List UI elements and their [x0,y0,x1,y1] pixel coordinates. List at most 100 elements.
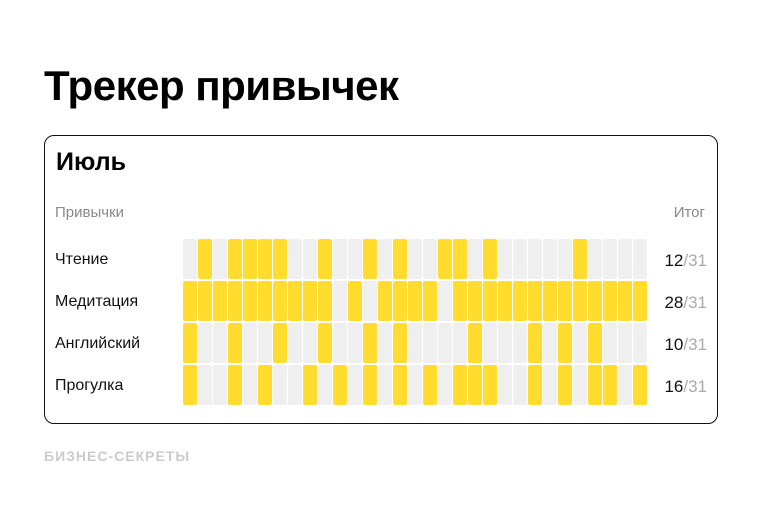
day-cell-28[interactable] [588,323,602,363]
day-cell-13[interactable] [363,281,377,321]
day-cell-4[interactable] [228,239,242,279]
day-cell-16[interactable] [408,323,422,363]
day-cell-17[interactable] [423,239,437,279]
day-cell-14[interactable] [378,365,392,405]
day-cell-25[interactable] [543,239,557,279]
day-cell-28[interactable] [588,239,602,279]
day-cell-5[interactable] [243,365,257,405]
day-cell-29[interactable] [603,323,617,363]
day-cell-12[interactable] [348,281,362,321]
day-cell-22[interactable] [498,365,512,405]
day-cell-11[interactable] [333,239,347,279]
day-cell-19[interactable] [453,239,467,279]
day-cell-5[interactable] [243,239,257,279]
day-cell-1[interactable] [183,365,197,405]
day-cell-16[interactable] [408,239,422,279]
day-cell-14[interactable] [378,239,392,279]
day-cell-1[interactable] [183,239,197,279]
day-cell-8[interactable] [288,323,302,363]
day-cell-23[interactable] [513,281,527,321]
day-cell-26[interactable] [558,281,572,321]
day-cell-15[interactable] [393,239,407,279]
day-cell-7[interactable] [273,239,287,279]
day-cell-6[interactable] [258,281,272,321]
day-cell-6[interactable] [258,239,272,279]
day-cell-20[interactable] [468,239,482,279]
day-cell-3[interactable] [213,281,227,321]
day-cell-23[interactable] [513,365,527,405]
day-cell-4[interactable] [228,365,242,405]
day-cell-23[interactable] [513,323,527,363]
day-cell-10[interactable] [318,323,332,363]
day-cell-31[interactable] [633,365,647,405]
day-cell-27[interactable] [573,323,587,363]
day-cell-2[interactable] [198,239,212,279]
day-cell-12[interactable] [348,323,362,363]
day-cell-25[interactable] [543,323,557,363]
day-cell-29[interactable] [603,239,617,279]
day-cell-11[interactable] [333,281,347,321]
day-cell-3[interactable] [213,239,227,279]
day-cell-5[interactable] [243,281,257,321]
day-cell-17[interactable] [423,281,437,321]
day-cell-15[interactable] [393,281,407,321]
day-cell-21[interactable] [483,281,497,321]
day-cell-27[interactable] [573,239,587,279]
day-cell-15[interactable] [393,365,407,405]
day-cell-22[interactable] [498,239,512,279]
day-cell-24[interactable] [528,365,542,405]
day-cell-18[interactable] [438,281,452,321]
day-cell-9[interactable] [303,281,317,321]
day-cell-26[interactable] [558,323,572,363]
day-cell-19[interactable] [453,365,467,405]
day-cell-30[interactable] [618,239,632,279]
day-cell-14[interactable] [378,281,392,321]
day-cell-1[interactable] [183,281,197,321]
day-cell-18[interactable] [438,239,452,279]
day-cell-3[interactable] [213,323,227,363]
day-cell-11[interactable] [333,323,347,363]
day-cell-30[interactable] [618,323,632,363]
day-cell-2[interactable] [198,281,212,321]
day-cell-26[interactable] [558,365,572,405]
day-cell-16[interactable] [408,281,422,321]
day-cell-13[interactable] [363,365,377,405]
day-cell-17[interactable] [423,365,437,405]
day-cell-13[interactable] [363,239,377,279]
day-cell-12[interactable] [348,239,362,279]
day-cell-15[interactable] [393,323,407,363]
day-cell-4[interactable] [228,323,242,363]
day-cell-7[interactable] [273,365,287,405]
day-cell-13[interactable] [363,323,377,363]
day-cell-30[interactable] [618,365,632,405]
day-cell-17[interactable] [423,323,437,363]
day-cell-22[interactable] [498,281,512,321]
day-cell-9[interactable] [303,365,317,405]
day-cell-6[interactable] [258,323,272,363]
day-cell-11[interactable] [333,365,347,405]
day-cell-14[interactable] [378,323,392,363]
day-cell-10[interactable] [318,365,332,405]
day-cell-25[interactable] [543,281,557,321]
day-cell-21[interactable] [483,239,497,279]
day-cell-10[interactable] [318,239,332,279]
day-cell-31[interactable] [633,239,647,279]
day-cell-31[interactable] [633,281,647,321]
day-cell-28[interactable] [588,365,602,405]
day-cell-21[interactable] [483,365,497,405]
day-cell-24[interactable] [528,281,542,321]
day-cell-8[interactable] [288,281,302,321]
day-cell-28[interactable] [588,281,602,321]
day-cell-7[interactable] [273,323,287,363]
day-cell-29[interactable] [603,281,617,321]
day-cell-8[interactable] [288,239,302,279]
day-cell-27[interactable] [573,281,587,321]
day-cell-20[interactable] [468,365,482,405]
day-cell-9[interactable] [303,239,317,279]
day-cell-7[interactable] [273,281,287,321]
day-cell-3[interactable] [213,365,227,405]
day-cell-4[interactable] [228,281,242,321]
day-cell-25[interactable] [543,365,557,405]
day-cell-2[interactable] [198,365,212,405]
day-cell-8[interactable] [288,365,302,405]
